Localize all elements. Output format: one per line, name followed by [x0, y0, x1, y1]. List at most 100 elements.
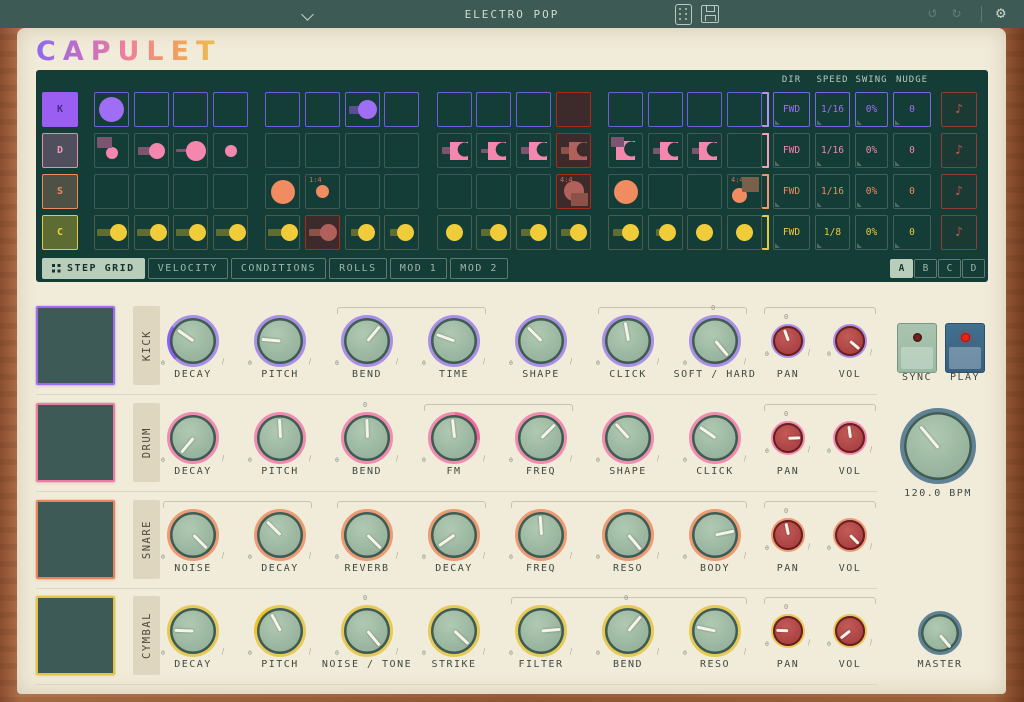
knob-cymbal-filter[interactable] [515, 605, 567, 657]
pattern-button-b[interactable]: B [914, 259, 937, 278]
knob-cymbal-pan[interactable] [771, 614, 805, 648]
knob-kick-vol[interactable] [833, 324, 867, 358]
step-cell-kick-8[interactable] [384, 92, 419, 127]
step-cell-snare-6[interactable]: 1:4 [305, 174, 340, 209]
knob-snare-freq[interactable] [515, 509, 567, 561]
knob-drum-fm[interactable] [428, 412, 480, 464]
knob-kick-shape[interactable] [515, 315, 567, 367]
step-cell-snare-9[interactable] [437, 174, 472, 209]
knob-cymbal-reso[interactable] [689, 605, 741, 657]
nudge-value-cymbal[interactable]: 0 [893, 215, 931, 250]
knob-drum-shape[interactable] [602, 412, 654, 464]
note-button-snare[interactable]: ♪ [941, 174, 977, 209]
sync-button[interactable] [897, 323, 937, 373]
note-button-cymbal[interactable]: ♪ [941, 215, 977, 250]
step-cell-cymbal-4[interactable] [213, 215, 248, 250]
step-cell-cymbal-10[interactable] [476, 215, 511, 250]
dir-value-kick[interactable]: FWD [773, 92, 810, 127]
step-cell-cymbal-3[interactable] [173, 215, 208, 250]
row-label-cymbal[interactable]: C [42, 215, 78, 250]
step-cell-drum-5[interactable] [265, 133, 300, 168]
tab-step-grid[interactable]: STEP GRID [42, 258, 145, 279]
step-cell-cymbal-2[interactable] [134, 215, 169, 250]
knob-kick-pan[interactable] [771, 324, 805, 358]
step-cell-cymbal-12[interactable] [556, 215, 591, 250]
step-cell-cymbal-7[interactable] [345, 215, 380, 250]
play-button[interactable] [945, 323, 985, 373]
step-cell-drum-13[interactable] [608, 133, 643, 168]
step-cell-drum-2[interactable] [134, 133, 169, 168]
step-cell-kick-9[interactable] [437, 92, 472, 127]
step-cell-cymbal-5[interactable] [265, 215, 300, 250]
step-cell-kick-11[interactable] [516, 92, 551, 127]
pattern-button-a[interactable]: A [890, 259, 913, 278]
dir-value-snare[interactable]: FWD [773, 174, 810, 209]
step-cell-snare-14[interactable] [648, 174, 683, 209]
randomize-dice-icon[interactable] [675, 4, 692, 25]
redo-icon[interactable]: ↻ [952, 3, 962, 21]
step-cell-snare-3[interactable] [173, 174, 208, 209]
step-cell-drum-14[interactable] [648, 133, 683, 168]
step-cell-drum-16[interactable] [727, 133, 762, 168]
step-cell-drum-4[interactable] [213, 133, 248, 168]
speed-value-snare[interactable]: 1/16 [815, 174, 850, 209]
knob-kick-decay[interactable] [167, 315, 219, 367]
swing-value-kick[interactable]: 0% [855, 92, 888, 127]
step-cell-drum-10[interactable] [476, 133, 511, 168]
knob-kick-pitch[interactable] [254, 315, 306, 367]
row-label-drum[interactable]: D [42, 133, 78, 168]
note-button-kick[interactable]: ♪ [941, 92, 977, 127]
step-cell-cymbal-1[interactable] [94, 215, 129, 250]
step-cell-snare-7[interactable] [345, 174, 380, 209]
dir-value-drum[interactable]: FWD [773, 133, 810, 168]
row-label-snare[interactable]: S [42, 174, 78, 209]
step-cell-kick-12[interactable] [556, 92, 591, 127]
step-cell-cymbal-11[interactable] [516, 215, 551, 250]
step-cell-kick-3[interactable] [173, 92, 208, 127]
knob-cymbal-noise-tone[interactable] [341, 605, 393, 657]
knob-drum-pan[interactable] [771, 421, 805, 455]
swing-value-snare[interactable]: 0% [855, 174, 888, 209]
knob-snare-reverb[interactable] [341, 509, 393, 561]
step-cell-kick-1[interactable] [94, 92, 129, 127]
knob-cymbal-bend[interactable] [602, 605, 654, 657]
knob-drum-freq[interactable] [515, 412, 567, 464]
row-label-kick[interactable]: K [42, 92, 78, 127]
nudge-value-kick[interactable]: 0 [893, 92, 931, 127]
nudge-value-drum[interactable]: 0 [893, 133, 931, 168]
knob-cymbal-decay[interactable] [167, 605, 219, 657]
knob-snare-reso[interactable] [602, 509, 654, 561]
pattern-button-c[interactable]: C [938, 259, 961, 278]
tab-mod-2[interactable]: MOD 2 [450, 258, 508, 279]
preset-name[interactable]: ELECTRO POP [464, 7, 560, 21]
trigger-pad-snare[interactable] [36, 500, 115, 579]
tab-conditions[interactable]: CONDITIONS [230, 258, 327, 279]
swing-value-drum[interactable]: 0% [855, 133, 888, 168]
tab-mod-1[interactable]: MOD 1 [389, 258, 448, 279]
tab-rolls[interactable]: ROLLS [329, 258, 387, 279]
trigger-pad-kick[interactable] [36, 306, 115, 385]
step-cell-snare-11[interactable] [516, 174, 551, 209]
step-cell-snare-8[interactable] [384, 174, 419, 209]
step-cell-drum-12[interactable] [556, 133, 591, 168]
step-cell-cymbal-15[interactable] [687, 215, 722, 250]
knob-kick-click[interactable] [602, 315, 654, 367]
pattern-button-d[interactable]: D [962, 259, 985, 278]
knob-kick-bend[interactable] [341, 315, 393, 367]
step-cell-kick-6[interactable] [305, 92, 340, 127]
step-cell-snare-10[interactable] [476, 174, 511, 209]
knob-cymbal-strike[interactable] [428, 605, 480, 657]
step-cell-drum-6[interactable] [305, 133, 340, 168]
step-cell-snare-4[interactable] [213, 174, 248, 209]
trigger-pad-drum[interactable] [36, 403, 115, 482]
knob-drum-bend[interactable] [341, 412, 393, 464]
step-cell-kick-7[interactable] [345, 92, 380, 127]
step-cell-kick-15[interactable] [687, 92, 722, 127]
step-cell-kick-14[interactable] [648, 92, 683, 127]
knob-drum-vol[interactable] [833, 421, 867, 455]
step-cell-kick-5[interactable] [265, 92, 300, 127]
speed-value-kick[interactable]: 1/16 [815, 92, 850, 127]
step-cell-drum-8[interactable] [384, 133, 419, 168]
step-cell-cymbal-6[interactable] [305, 215, 340, 250]
dir-value-cymbal[interactable]: FWD [773, 215, 810, 250]
